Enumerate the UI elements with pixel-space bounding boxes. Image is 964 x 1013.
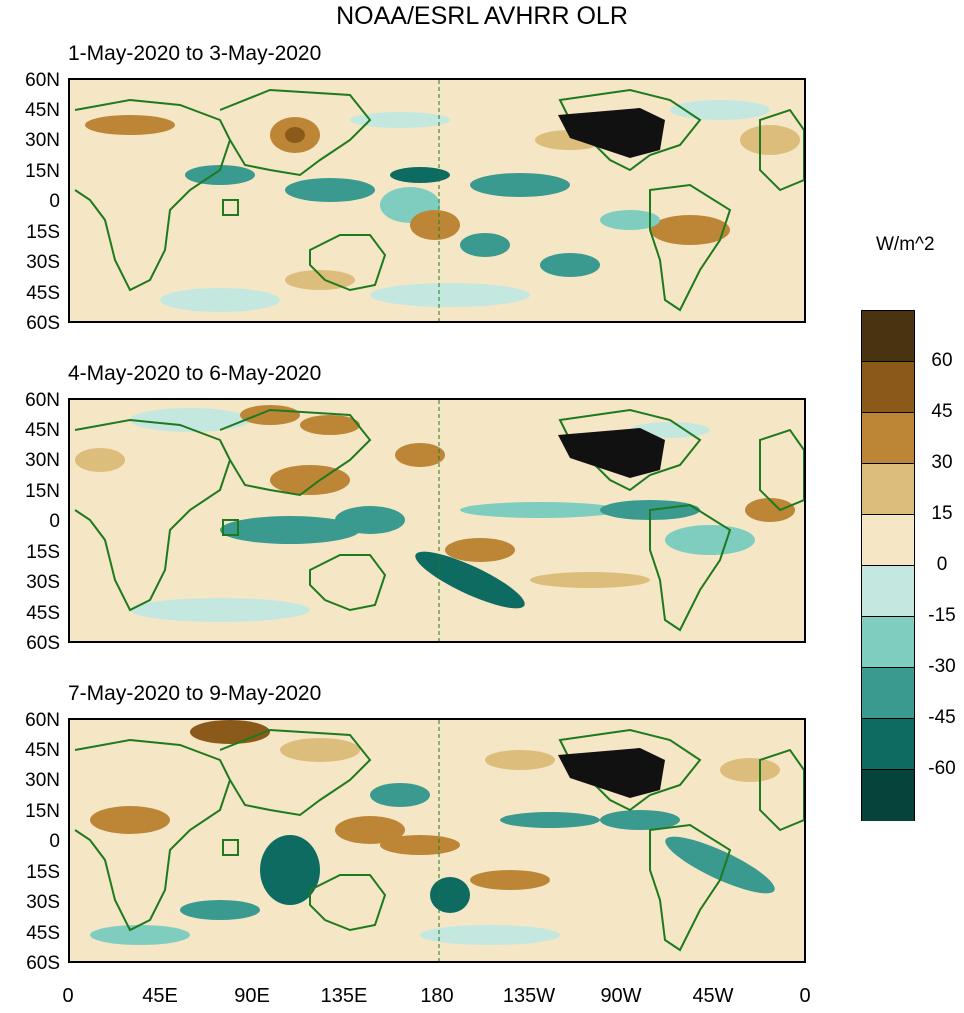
colorbar-swatch xyxy=(862,770,914,821)
lat-label: 45N xyxy=(25,420,60,441)
colorbar-swatch xyxy=(862,362,914,413)
lat-label: 0 xyxy=(49,191,60,212)
colorbar-label: 60 xyxy=(931,350,953,371)
colorbar-label: 30 xyxy=(931,452,953,473)
lon-label: 0 xyxy=(799,985,811,1007)
colorbar-label: -60 xyxy=(928,758,956,779)
colorbar-swatch xyxy=(862,413,914,464)
colorbar-swatch xyxy=(862,311,914,362)
lat-label: 60N xyxy=(25,710,60,731)
lat-label: 0 xyxy=(49,831,60,852)
lat-label: 30S xyxy=(26,252,60,273)
colorbar-swatch xyxy=(862,515,914,566)
lat-label: 30N xyxy=(25,130,60,151)
lon-label: 135W xyxy=(502,985,556,1007)
lat-label: 15S xyxy=(26,542,60,563)
lat-label: 45N xyxy=(25,100,60,121)
map-panel-3 xyxy=(68,718,806,963)
colorbar-swatch xyxy=(862,668,914,719)
lon-label: 90W xyxy=(600,985,642,1007)
lat-label: 45S xyxy=(26,923,60,944)
lat-label: 45S xyxy=(26,283,60,304)
lat-label: 15N xyxy=(25,161,60,182)
lat-label: 60N xyxy=(25,390,60,411)
colorbar-label: 0 xyxy=(936,554,948,575)
lat-label: 45N xyxy=(25,740,60,761)
colorbar-label: -30 xyxy=(928,656,956,677)
lat-label: 30S xyxy=(26,572,60,593)
lon-label: 45E xyxy=(142,985,178,1007)
colorbar-label: 15 xyxy=(931,503,953,524)
colorbar-swatch xyxy=(862,617,914,668)
chart-title: NOAA/ESRL AVHRR OLR xyxy=(336,2,628,30)
lon-label: 45W xyxy=(692,985,734,1007)
lat-label: 0 xyxy=(49,511,60,532)
colorbar-label: -45 xyxy=(928,707,956,728)
lat-label: 15N xyxy=(25,481,60,502)
lat-label: 15S xyxy=(26,222,60,243)
lon-label: 180 xyxy=(420,985,454,1007)
lat-label: 60S xyxy=(26,953,60,974)
colorbar-label: -15 xyxy=(928,605,956,626)
lon-label: 0 xyxy=(62,985,74,1007)
lat-label: 30N xyxy=(25,770,60,791)
map-panel-1 xyxy=(68,78,806,323)
map-panel-3-svg xyxy=(70,720,804,961)
lat-label: 15N xyxy=(25,801,60,822)
lat-label: 30N xyxy=(25,450,60,471)
map-panel-2 xyxy=(68,398,806,643)
colorbar xyxy=(861,310,915,821)
lat-label: 15S xyxy=(26,862,60,883)
map-panel-2-svg xyxy=(70,400,804,641)
lat-label: 60S xyxy=(26,313,60,334)
panel-2-title: 4-May-2020 to 6-May-2020 xyxy=(68,362,322,385)
panel-3-title: 7-May-2020 to 9-May-2020 xyxy=(68,682,322,705)
lat-label: 60S xyxy=(26,633,60,654)
colorbar-title: W/m^2 xyxy=(876,234,935,255)
colorbar-swatch xyxy=(862,464,914,515)
colorbar-swatch xyxy=(862,719,914,770)
lat-label: 45S xyxy=(26,603,60,624)
lat-label: 30S xyxy=(26,892,60,913)
colorbar-swatch xyxy=(862,566,914,617)
map-panel-1-svg xyxy=(70,80,804,321)
lat-label: 60N xyxy=(25,70,60,91)
colorbar-label: 45 xyxy=(931,401,953,422)
lon-label: 135E xyxy=(320,985,368,1007)
lon-label: 90E xyxy=(234,985,270,1007)
panel-1-title: 1-May-2020 to 3-May-2020 xyxy=(68,42,322,65)
